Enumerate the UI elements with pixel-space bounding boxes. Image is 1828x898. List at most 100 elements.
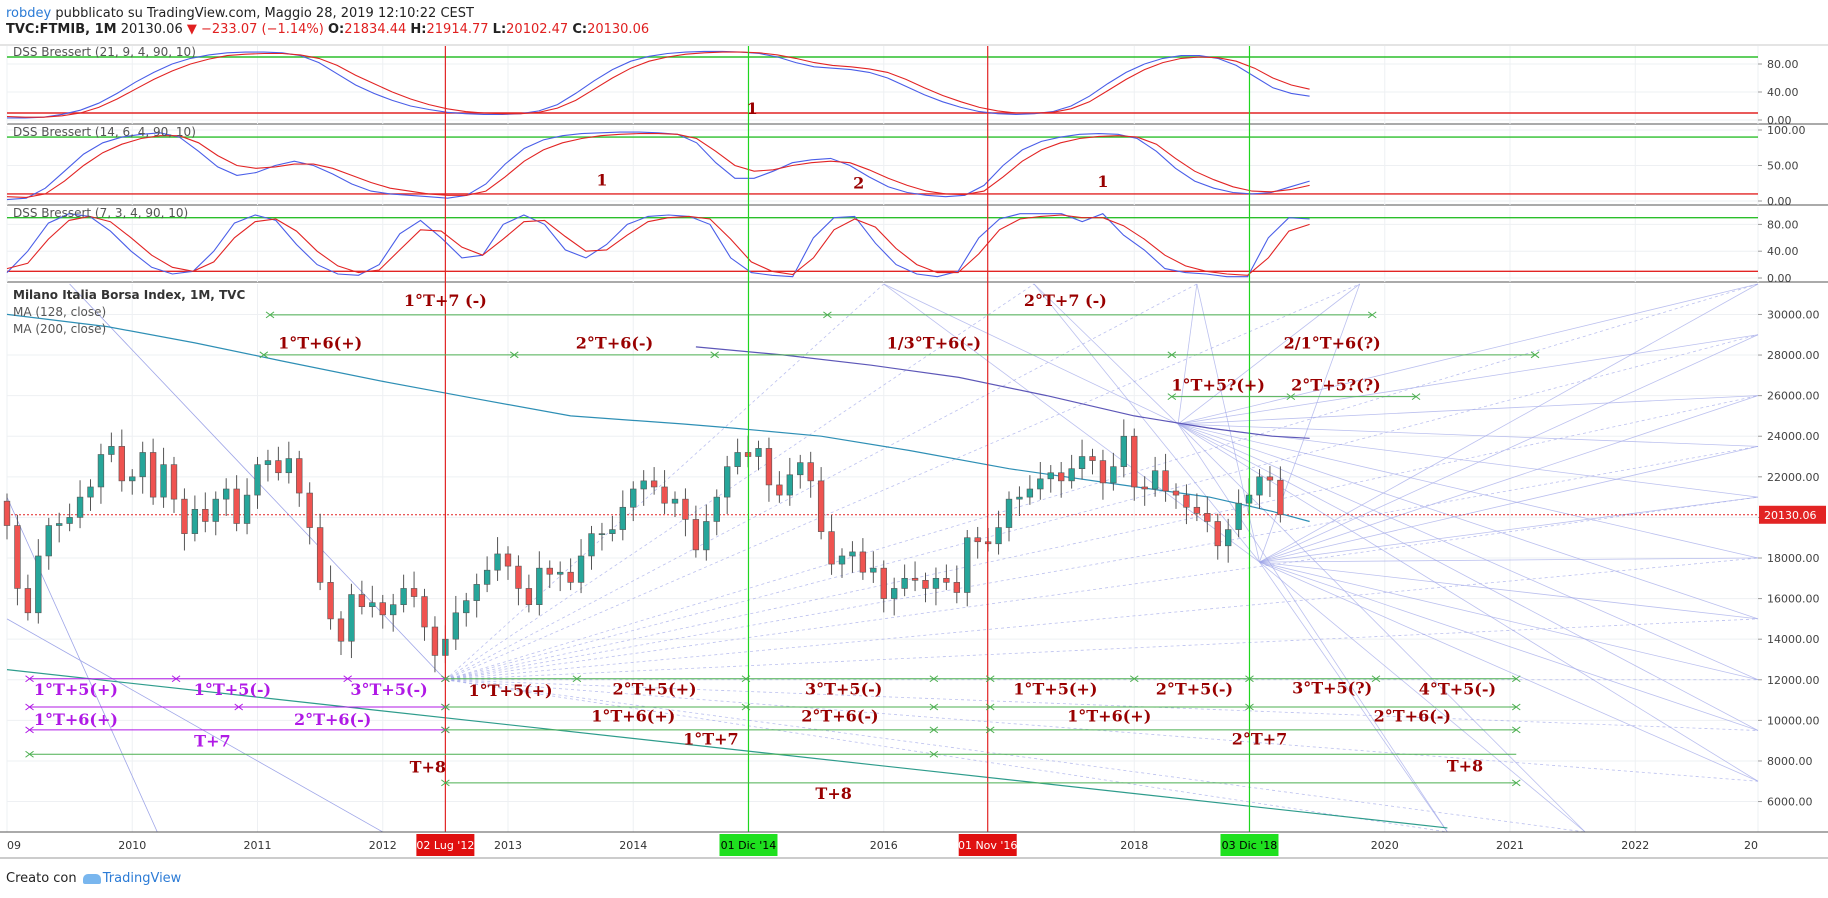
candle-body <box>337 618 345 642</box>
indicator-tick-label: 0.00 <box>1767 114 1792 127</box>
candle-body <box>849 551 856 557</box>
fan-line <box>1177 283 1759 425</box>
fan-line <box>1259 334 1759 563</box>
cycle-annotation: 1°T+5(+) <box>34 680 118 699</box>
range-arrow-icon <box>28 750 34 758</box>
cycle-annotation: 2/1°T+6(?) <box>1284 333 1381 352</box>
time-tick-label: 2012 <box>369 839 397 852</box>
candle-body <box>891 588 898 599</box>
ma200-legend: MA (200, close) <box>13 322 106 336</box>
tradingview-link[interactable]: TradingView <box>102 871 182 886</box>
fan-line <box>1259 283 1361 563</box>
candle-body <box>974 537 981 543</box>
candle-body <box>390 604 397 616</box>
price-tick-label: 24000.00 <box>1767 430 1820 443</box>
tradingview-logo-icon <box>82 873 101 884</box>
trend-line <box>6 669 1448 829</box>
candle-body <box>640 480 647 490</box>
fan-line <box>1178 334 1759 425</box>
candle-body <box>943 577 950 583</box>
fan-line <box>1177 423 1759 782</box>
indicator-tick-label: 80.00 <box>1767 218 1799 231</box>
fan-line <box>1033 283 1260 563</box>
candle-body <box>66 517 73 524</box>
fan-line <box>445 557 1759 681</box>
candle-body <box>410 588 418 597</box>
cycle-annotation: 4°T+5(-) <box>1419 680 1496 699</box>
candle-body <box>734 452 741 467</box>
range-arrow-icon <box>576 675 582 683</box>
range-arrow-icon <box>1289 393 1296 401</box>
candle-body <box>97 454 105 488</box>
cycle-count-label: 1 <box>1097 172 1108 191</box>
candle-body <box>285 458 292 474</box>
candle-body <box>3 500 11 526</box>
candle-body <box>932 577 940 589</box>
range-arrow-icon <box>444 675 450 683</box>
close-label: C: <box>572 22 588 37</box>
candle-body <box>786 474 793 496</box>
low-label: L: <box>492 22 507 37</box>
time-tick-label: 2018 <box>1120 839 1148 852</box>
price-tick-label: 30000.00 <box>1767 308 1820 321</box>
candle-body <box>807 462 814 482</box>
candle-body <box>348 594 355 642</box>
candle-body <box>1058 472 1065 482</box>
time-tick-label: 2020 <box>1371 839 1399 852</box>
candle-body <box>1089 456 1096 461</box>
candle-body <box>546 567 553 575</box>
candle-body <box>421 596 428 628</box>
range-arrow-icon <box>1170 351 1177 359</box>
range-arrow-icon <box>1248 703 1254 711</box>
candle-body <box>181 498 188 534</box>
cycle-annotation: 3°T+5(?) <box>1292 678 1372 697</box>
candle-body <box>160 464 167 498</box>
candle-body <box>755 448 762 457</box>
candle-body <box>1110 466 1117 484</box>
range-arrow-icon <box>444 779 450 787</box>
time-tick-label: 2022 <box>1621 839 1649 852</box>
fan-line <box>1178 395 1759 425</box>
low-value: 20102.47 <box>506 22 569 37</box>
candle-body <box>671 498 679 504</box>
range-arrow-icon <box>1371 311 1377 319</box>
candle-body <box>870 567 877 573</box>
candle-body <box>911 577 919 581</box>
candle-body <box>316 527 324 583</box>
candle-body <box>327 582 334 620</box>
price-tick-label: 10000.00 <box>1767 714 1820 727</box>
candle-body <box>473 584 480 601</box>
fan-line <box>1177 423 1759 620</box>
candle-body <box>577 555 585 583</box>
cycle-annotation: 3°T+5(-) <box>350 680 427 699</box>
high-label: H: <box>410 22 427 37</box>
candle-body <box>254 464 261 496</box>
high-value: 21914.77 <box>426 22 489 37</box>
fan-line <box>1177 423 1448 833</box>
candle-body <box>650 480 658 488</box>
cycle-annotation: 2°T+5(+) <box>612 680 696 699</box>
candle-body <box>35 555 42 614</box>
fan-line <box>1259 561 1759 731</box>
candle-body <box>1183 494 1190 508</box>
fan-line <box>445 679 1759 731</box>
candle-body <box>264 460 272 465</box>
indicator-tick-label: 40.00 <box>1767 86 1799 99</box>
candle-body <box>901 577 908 589</box>
candle-body <box>1204 513 1211 522</box>
range-arrow-icon <box>28 726 34 734</box>
candle-body <box>296 458 303 494</box>
fan-line <box>445 679 1586 833</box>
price-label-text: 20130.06 <box>1764 509 1817 522</box>
fan-line <box>445 283 1360 681</box>
indicator-tick-label: 80.00 <box>1767 58 1799 71</box>
cycle-annotation: 1°T+6(+) <box>591 707 675 726</box>
cycle-annotation: T+8 <box>815 784 851 803</box>
candle-body <box>567 571 574 583</box>
candle-body <box>1256 476 1263 496</box>
author-link[interactable]: robdey <box>6 6 52 21</box>
candle-body <box>1225 529 1232 547</box>
range-arrow-icon <box>1515 675 1521 683</box>
candle-body <box>1120 435 1127 467</box>
